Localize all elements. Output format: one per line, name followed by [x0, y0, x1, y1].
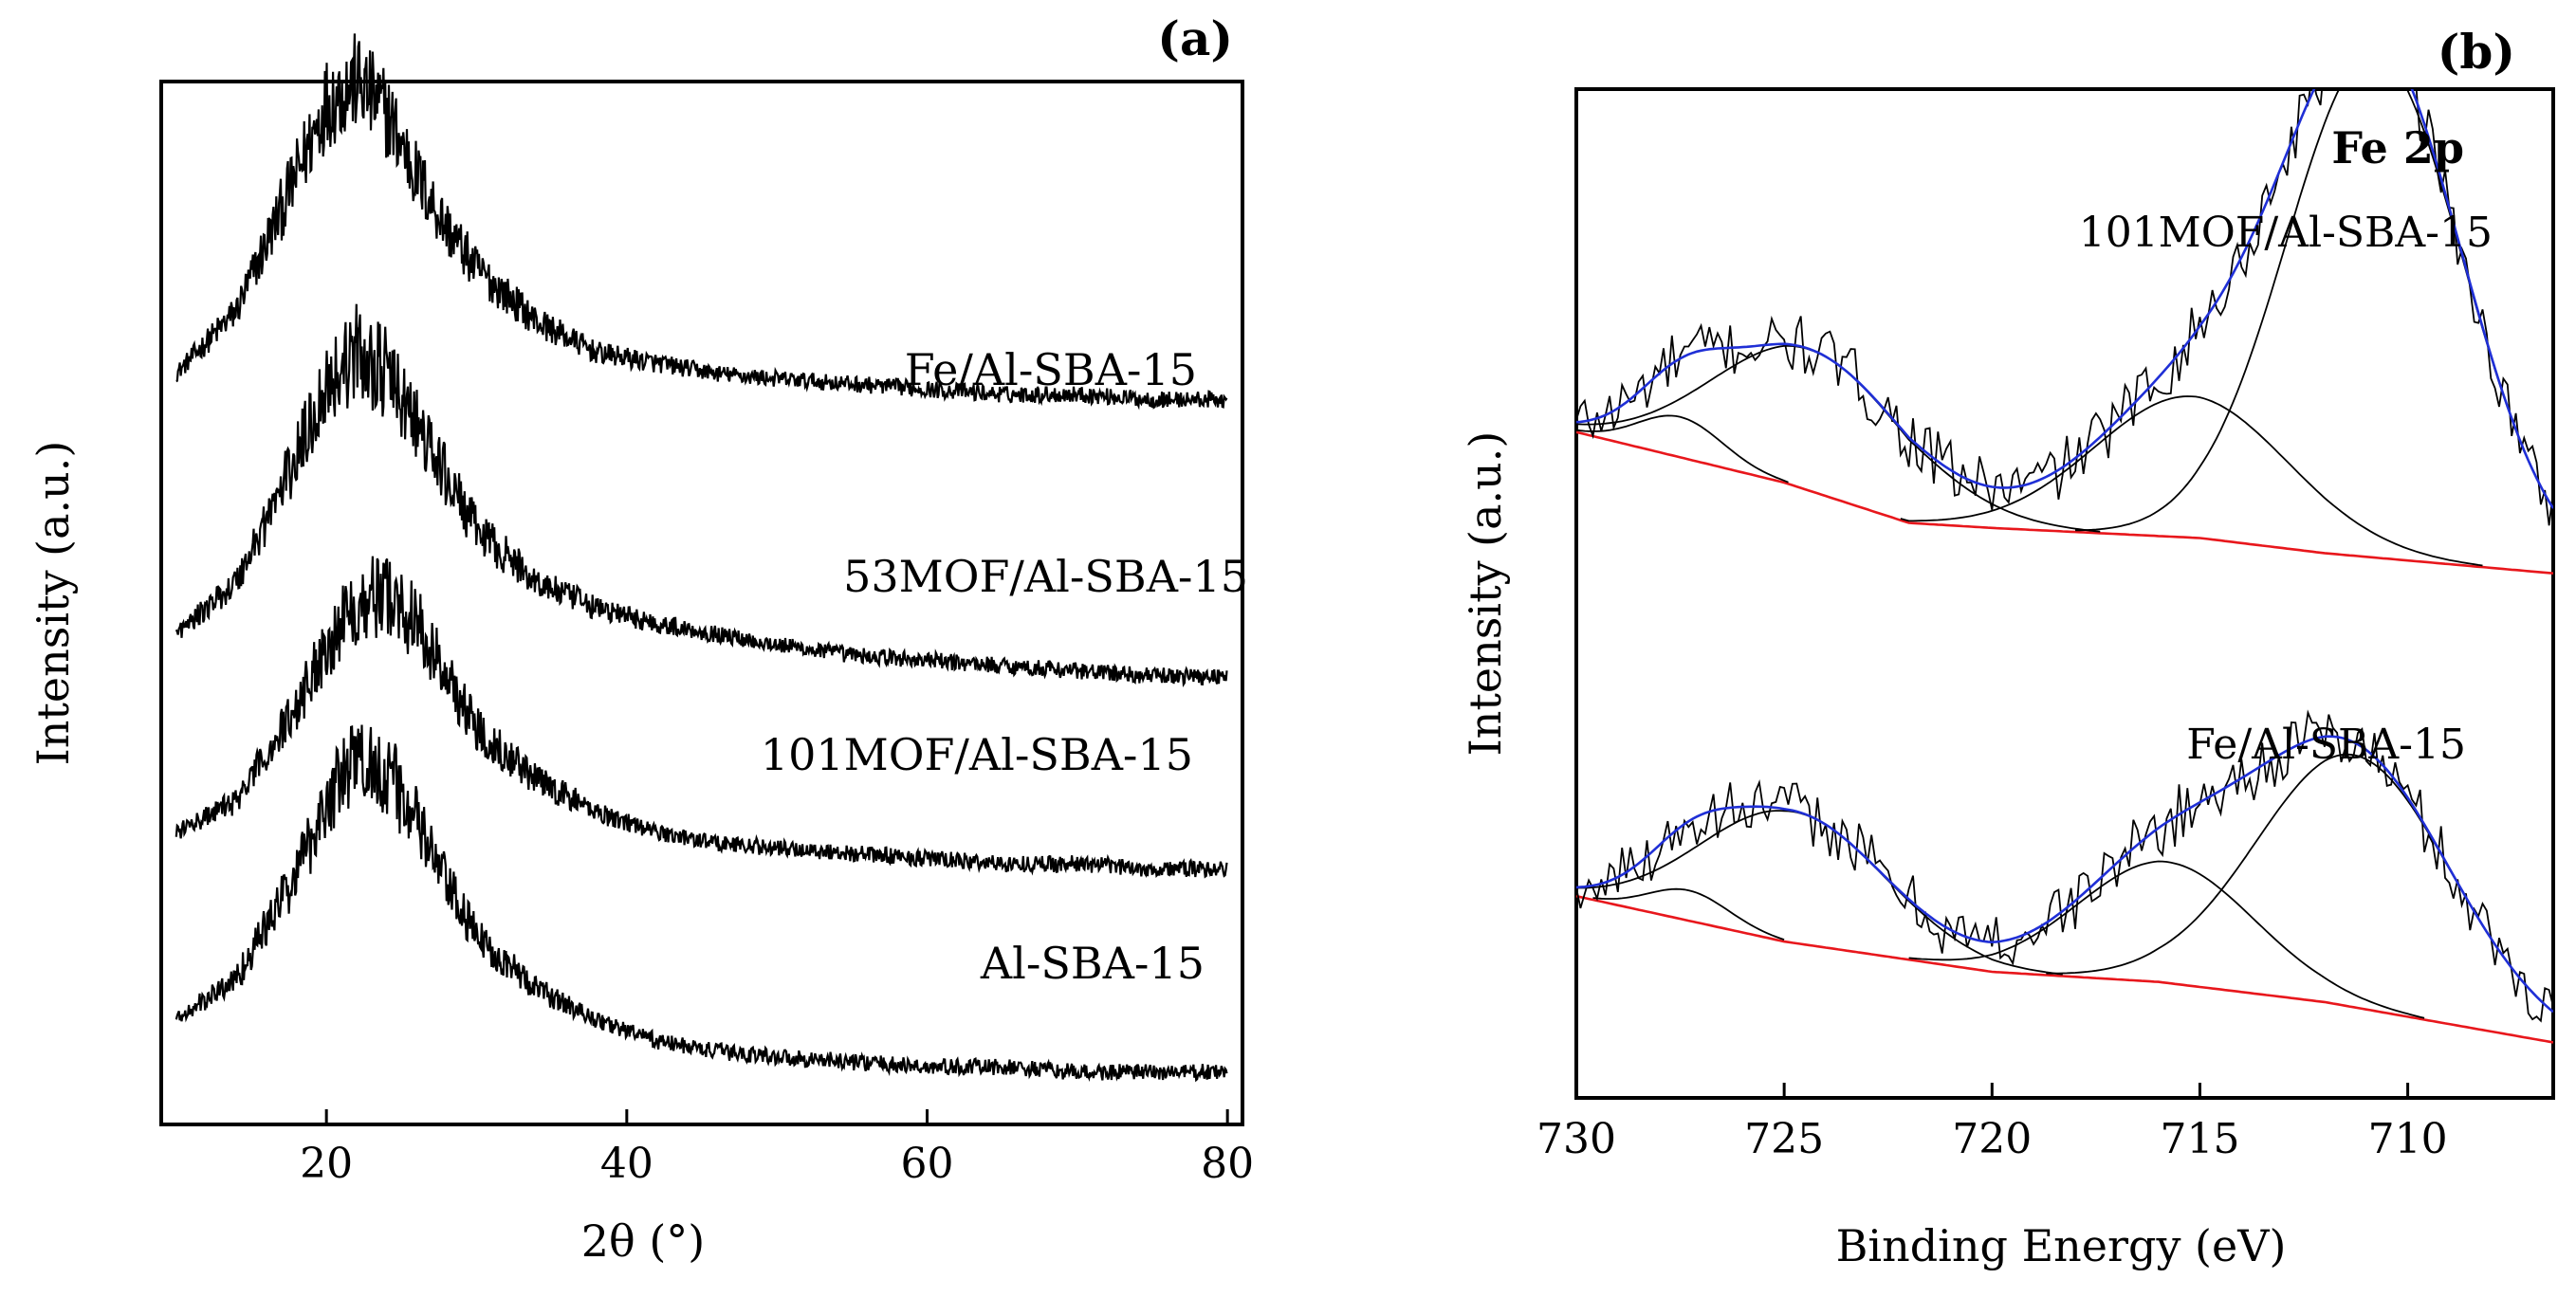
x-tick-label: 40 [600, 1140, 653, 1188]
series-group-b [1576, 89, 2553, 1044]
sample-labels-b: 101MOF/Al-SBA-15 Fe/Al-SBA-15 [2079, 209, 2493, 769]
x-axis-a: 20 40 60 80 [300, 1109, 1254, 1188]
series-labels-a: Fe/Al-SBA-15 53MOF/Al-SBA-15 101MOF/Al-SBA… [761, 344, 1248, 989]
sample-label: Fe/Al-SBA-15 [2186, 721, 2466, 769]
panel-b-label: (b) [2438, 24, 2515, 80]
x-tick-label: 725 [1744, 1115, 1824, 1163]
raw-spectrum-fe-al-sba-15 [1576, 709, 2553, 1023]
series-group-a [175, 33, 1228, 1083]
series-line-al-sba-15 [175, 724, 1228, 1083]
baseline-fe-al-sba-15 [1576, 894, 2553, 1044]
series-label: 101MOF/Al-SBA-15 [761, 729, 1193, 780]
baseline-101mof-al-sba-15 [1576, 430, 2553, 575]
y-axis-label-b: Intensity (a.u.) [1460, 431, 1511, 757]
component-peak-101mof-al-sba-15-4 [2074, 89, 2553, 532]
series-line-53mof-al-sba-15 [175, 303, 1228, 687]
panel-b: 730 725 720 715 710 101MOF/Al-SBA-15 Fe/Al-SB… [1460, 87, 2555, 1271]
component-peak-fe-al-sba-15-3 [1908, 860, 2425, 1019]
component-peak-fe-al-sba-15-1 [1592, 887, 1785, 941]
component-peak-fe-al-sba-15-4 [2046, 753, 2553, 1013]
x-axis-label-b: Binding Energy (eV) [1836, 1220, 2287, 1271]
x-axis-b: 730 725 720 715 710 [1536, 1083, 2448, 1163]
series-label: 53MOF/Al-SBA-15 [843, 551, 1248, 602]
raw-spectrum-101mof-al-sba-15 [1576, 89, 2553, 526]
plot-frame-b [1574, 87, 2555, 1100]
series-label: Al-SBA-15 [980, 938, 1205, 989]
x-tick-label: 715 [2160, 1115, 2239, 1163]
panel-a: 20 40 60 80 Fe/Al-SBA-15 53MOF/Al-SBA-15 101M… [28, 33, 1254, 1267]
plot-frame-a [159, 80, 1244, 1126]
y-axis-label-a: Intensity (a.u.) [28, 441, 79, 766]
component-peak-101mof-al-sba-15-2 [1576, 344, 2101, 533]
panel-a-label: (a) [1157, 10, 1233, 66]
x-tick-label: 60 [901, 1140, 954, 1188]
x-tick-label: 80 [1201, 1140, 1254, 1188]
fit-envelope-fe-al-sba-15 [1576, 735, 2553, 1014]
component-peak-101mof-al-sba-15-1 [1576, 414, 1789, 484]
x-tick-label: 710 [2368, 1115, 2448, 1163]
x-tick-label: 720 [1952, 1115, 2032, 1163]
x-tick-label: 730 [1536, 1115, 1616, 1163]
chart-title-b: Fe 2p [2331, 122, 2464, 174]
series-label: Fe/Al-SBA-15 [905, 344, 1197, 395]
x-tick-label: 20 [300, 1140, 353, 1188]
x-axis-label-a: 2θ (°) [581, 1215, 705, 1267]
series-line-101mof-al-sba-15 [175, 556, 1228, 879]
fit-envelope-101mof-al-sba-15 [1576, 89, 2553, 509]
component-peak-101mof-al-sba-15-3 [1900, 395, 2483, 567]
sample-label: 101MOF/Al-SBA-15 [2079, 209, 2493, 257]
series-line-fe-al-sba-15 [175, 33, 1228, 411]
